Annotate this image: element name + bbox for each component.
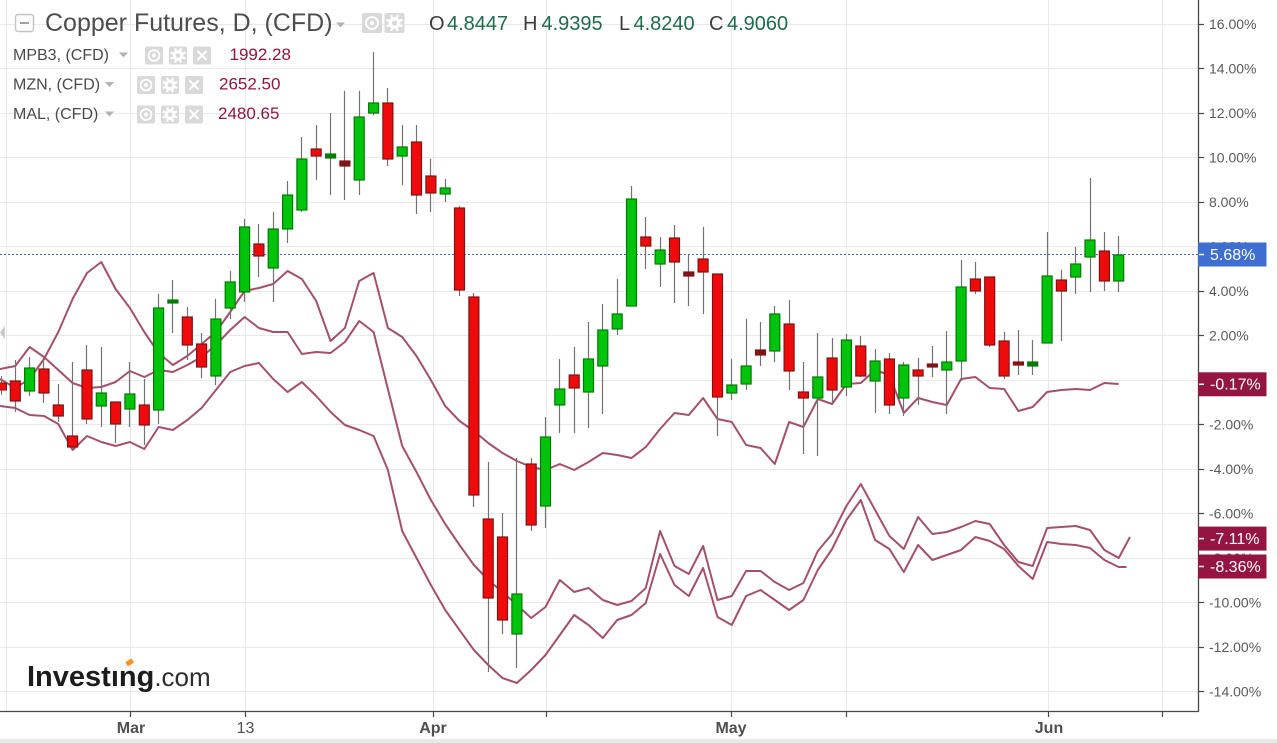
svg-text:2480.65: 2480.65 <box>218 104 279 123</box>
svg-text:16.00%: 16.00% <box>1209 16 1256 32</box>
svg-text:Apr: Apr <box>419 720 447 737</box>
svg-text:-7.11%: -7.11% <box>1210 531 1260 548</box>
svg-text:-10.00%: -10.00% <box>1209 595 1261 611</box>
svg-text:May: May <box>715 720 746 737</box>
svg-text:-2.00%: -2.00% <box>1209 417 1253 433</box>
svg-text:-14.00%: -14.00% <box>1209 684 1261 700</box>
svg-text:Jun: Jun <box>1035 720 1063 737</box>
svg-text:Investıng.com: Investıng.com <box>27 661 211 693</box>
svg-text:13: 13 <box>237 720 255 737</box>
svg-text:2.00%: 2.00% <box>1209 328 1249 344</box>
svg-text:12.00%: 12.00% <box>1209 105 1256 121</box>
svg-text:Mar: Mar <box>117 720 145 737</box>
svg-text:MPB3, (CFD): MPB3, (CFD) <box>13 47 109 64</box>
svg-text:-0.17%: -0.17% <box>1210 377 1261 394</box>
svg-text:MAL, (CFD): MAL, (CFD) <box>13 106 98 123</box>
svg-text:8.00%: 8.00% <box>1209 194 1249 210</box>
svg-text:2652.50: 2652.50 <box>219 75 280 94</box>
svg-text:-4.00%: -4.00% <box>1209 461 1253 477</box>
svg-text:5.68%: 5.68% <box>1210 247 1255 264</box>
svg-text:4.00%: 4.00% <box>1209 283 1249 299</box>
svg-text:-6.00%: -6.00% <box>1209 506 1253 522</box>
svg-text:Copper Futures, D, (CFD): Copper Futures, D, (CFD) <box>45 9 333 37</box>
svg-text:1992.28: 1992.28 <box>230 45 291 64</box>
svg-text:-12.00%: -12.00% <box>1209 639 1261 655</box>
svg-text:14.00%: 14.00% <box>1209 61 1256 77</box>
svg-text:-8.36%: -8.36% <box>1210 559 1261 576</box>
svg-text:MZN, (CFD): MZN, (CFD) <box>13 77 100 94</box>
svg-text:10.00%: 10.00% <box>1209 150 1256 166</box>
